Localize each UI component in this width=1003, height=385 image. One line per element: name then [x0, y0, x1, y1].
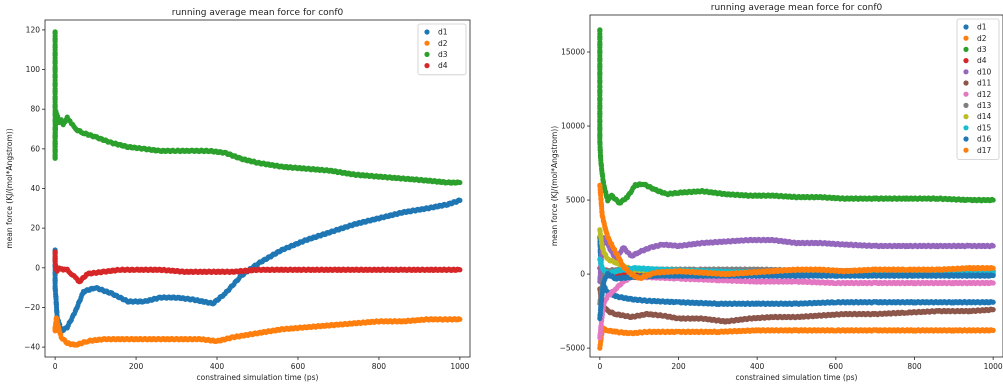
y-tick-label: 20: [30, 224, 40, 233]
data-point: [990, 243, 996, 249]
series-d1: [597, 234, 996, 307]
chart-title: running average mean force for conf0: [172, 8, 344, 18]
y-tick-label: 10000: [561, 122, 585, 131]
x-tick-label: 200: [129, 362, 144, 371]
x-axis-label: constrained simulation time (ps): [736, 373, 858, 382]
series-d3: [52, 29, 463, 186]
y-tick-label: 0: [580, 270, 585, 279]
data-point: [990, 307, 996, 313]
x-axis-label: constrained simulation time (ps): [197, 373, 319, 382]
y-tick-label: 120: [26, 25, 41, 34]
data-points: [597, 27, 996, 351]
data-point: [990, 327, 996, 333]
y-tick-label: 40: [30, 184, 40, 193]
x-tick-label: 0: [597, 362, 602, 371]
y-tick-label: 60: [30, 144, 40, 153]
series-d10: [597, 235, 996, 285]
chart-title: running average mean force for conf0: [711, 3, 883, 13]
y-tick-label: −20: [24, 303, 40, 312]
series-d3: [597, 27, 996, 206]
data-point: [457, 267, 463, 273]
legend-marker: [424, 63, 430, 69]
legend-label: d3: [438, 50, 448, 59]
x-tick-label: 600: [829, 362, 844, 371]
data-point: [457, 197, 463, 203]
x-tick-label: 1000: [984, 362, 1003, 371]
x-tick-label: 800: [907, 362, 922, 371]
y-tick-label: 80: [30, 105, 40, 114]
series-d11: [597, 286, 996, 325]
data-point: [990, 197, 996, 203]
y-axis-label: mean force (KJ/(mol*Angstrom)): [550, 126, 559, 246]
legend-marker: [424, 51, 430, 58]
legend-label: d4: [438, 61, 448, 70]
y-tick-label: 15000: [561, 48, 585, 57]
x-tick-label: 0: [53, 362, 58, 371]
x-tick-label: 200: [671, 362, 686, 371]
y-axis-label: mean force (KJ/(mol*Angstrom)): [5, 128, 14, 248]
x-tick-label: 400: [750, 362, 765, 371]
data-points: [52, 29, 463, 348]
data-point: [457, 316, 463, 322]
plot-frame: [589, 14, 1003, 358]
x-tick-label: 800: [372, 362, 387, 371]
series-d1: [52, 197, 463, 334]
y-tick-label: 0: [35, 263, 40, 272]
series-d2: [52, 315, 463, 348]
y-tick-label: 5000: [566, 196, 585, 205]
legend-label: d2: [438, 39, 448, 48]
legend-marker: [424, 40, 430, 46]
data-point: [990, 299, 996, 305]
x-tick-label: 600: [291, 362, 306, 371]
series-d4: [52, 249, 463, 285]
legend: d1 d2 d3 d4: [417, 23, 467, 76]
y-tick-label: −5000: [560, 344, 586, 353]
chart-2: running average mean force for conf0 0 200…: [550, 3, 1003, 382]
data-point: [457, 179, 463, 186]
x-tick-label: 400: [210, 362, 225, 371]
series-d2: [597, 325, 996, 351]
data-point: [990, 280, 996, 286]
legend-box: [417, 23, 467, 76]
legend-label: d1: [438, 28, 448, 37]
y-tick-label: 100: [26, 65, 41, 74]
x-tick-label: 1000: [450, 362, 469, 371]
legend-marker: [424, 29, 430, 35]
plot-frame: [44, 19, 471, 358]
y-tick-label: −40: [24, 343, 40, 352]
